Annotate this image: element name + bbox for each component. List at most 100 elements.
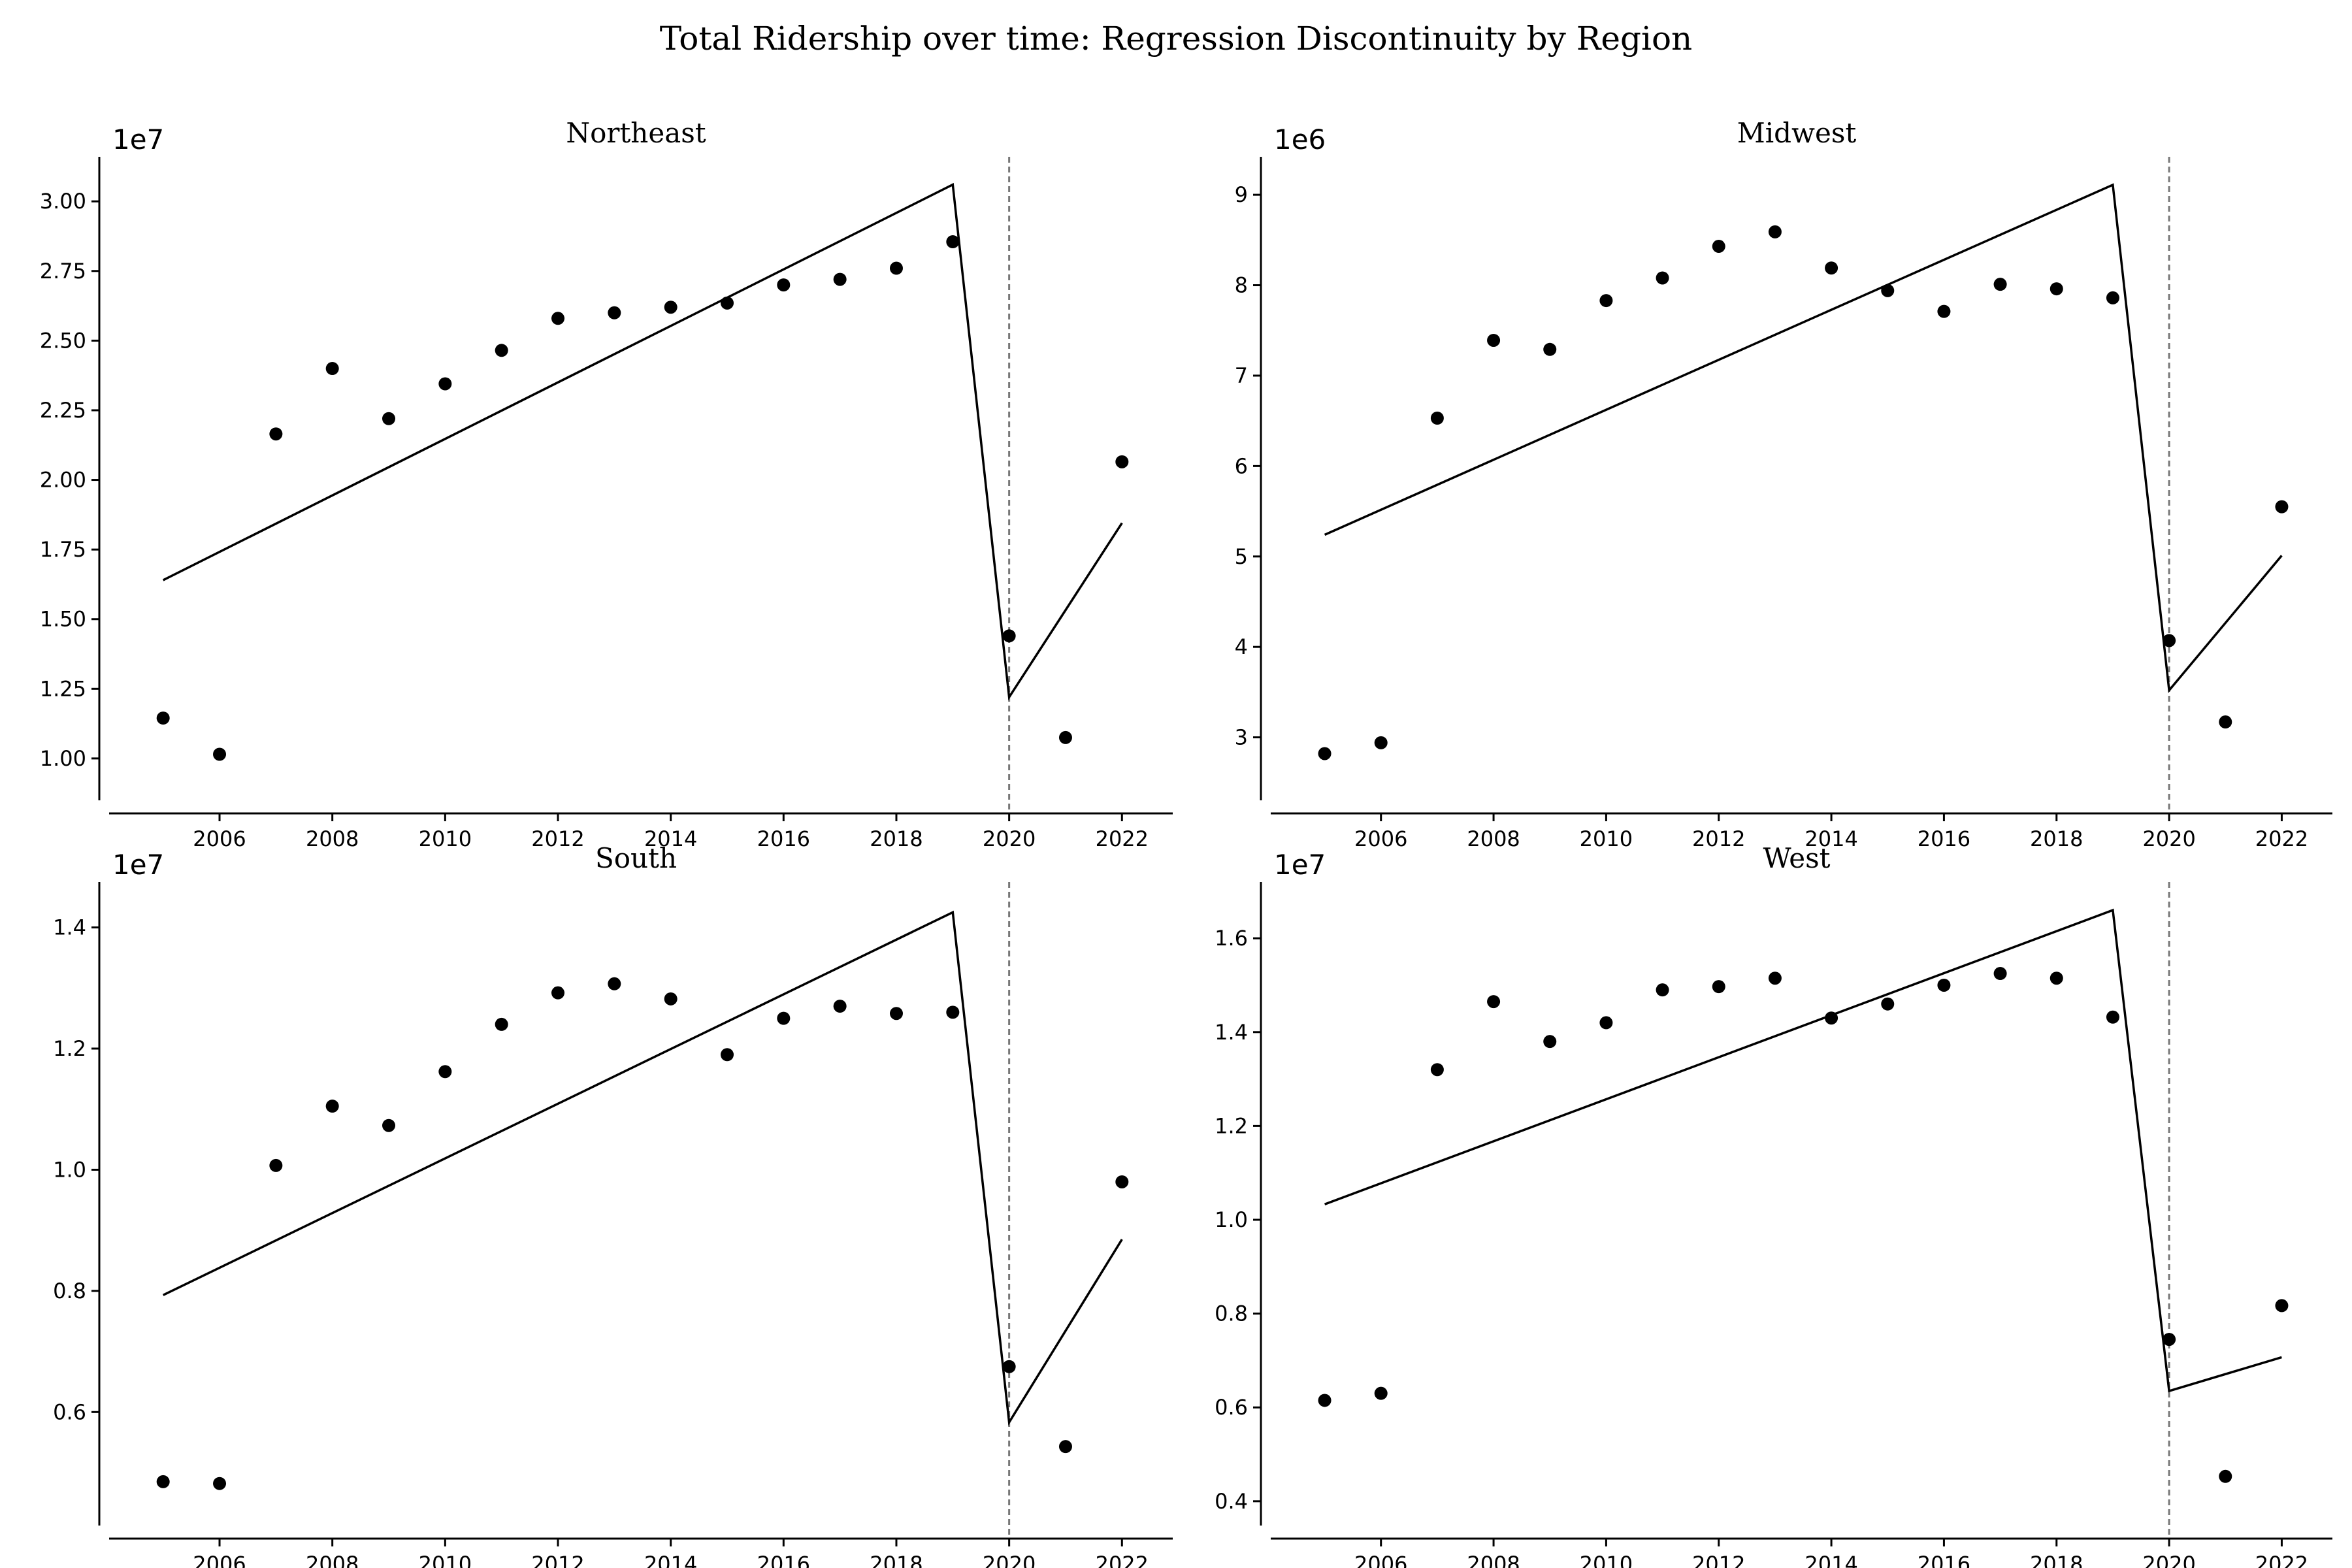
data-point-northeast [946,235,960,249]
data-point-south [664,992,678,1005]
data-point-west [1881,997,1895,1011]
x-tick-label-northeast: 2016 [757,826,810,851]
data-point-northeast [777,278,791,292]
y-tick-label-west: 1.6 [1215,926,1248,951]
y-tick-label-west: 0.6 [1215,1395,1248,1420]
data-point-west [2275,1299,2289,1313]
x-tick-label-south: 2014 [644,1552,697,1568]
y-tick-label-west: 1.4 [1215,1020,1248,1045]
panel-title-west: West [1763,842,1830,874]
data-point-midwest [1543,342,1557,356]
data-point-south [720,1048,734,1062]
data-point-south [1058,1440,1072,1454]
y-offset-label-northeast: 1e7 [112,123,164,155]
panel-south: South 1e7 0.6 0.8 1.0 1.2 1.4 2006 2008 2010 2012 2… [53,842,1173,1568]
y-tick-label-west: 1.0 [1215,1207,1248,1232]
data-point-midwest [2219,715,2232,729]
data-point-west [2050,972,2063,985]
panel-west: West 1e7 0.4 0.6 0.8 1.0 1.2 1.4 1.6 2006 2008 2010… [1215,842,2332,1568]
data-point-midwest [1656,271,1669,285]
panel-title-south: South [595,842,677,874]
x-tick-label-south: 2010 [419,1552,472,1568]
data-point-south [495,1017,508,1031]
x-tick-label-midwest: 2022 [2255,826,2308,851]
x-tick-label-west: 2014 [1805,1552,1857,1568]
y-tick-label-northeast: 1.50 [40,607,86,632]
data-point-midwest [2106,291,2119,304]
x-tick-label-midwest: 2020 [2142,826,2195,851]
y-tick-label-northeast: 2.25 [40,398,86,423]
x-tick-label-west: 2016 [1918,1552,1970,1568]
data-point-midwest [1768,225,1782,238]
x-tick-label-south: 2006 [193,1552,246,1568]
data-point-northeast [1002,629,1016,643]
y-offset-label-midwest: 1e6 [1274,123,1326,155]
data-point-midwest [1993,278,2007,291]
data-point-west [2106,1010,2119,1024]
y-tick-label-midwest: 9 [1235,182,1248,207]
y-tick-label-northeast: 2.75 [40,259,86,284]
y-tick-label-south: 1.4 [53,915,86,940]
y-tick-label-midwest: 8 [1235,273,1248,298]
y-offset-label-south: 1e7 [112,849,164,881]
data-point-west [1768,972,1782,985]
fit-line-midwest [1324,183,2283,693]
panel-title-northeast: Northeast [566,117,706,149]
panel-midwest: Midwest 1e6 3 4 5 6 7 8 9 2006 2008 2010 2012 2014 201… [1235,117,2332,851]
data-point-west [1937,978,1951,992]
data-point-south [608,977,621,990]
x-tick-label-northeast: 2014 [644,826,697,851]
data-point-south [156,1475,170,1488]
x-tick-label-northeast: 2022 [1096,826,1149,851]
y-tick-label-west: 0.8 [1215,1301,1248,1326]
data-point-northeast [213,747,227,761]
x-tick-label-midwest: 2006 [1354,826,1407,851]
x-tick-label-west: 2010 [1580,1552,1633,1568]
data-point-south [551,986,565,1000]
data-point-northeast [382,412,396,425]
data-point-south [382,1119,396,1132]
data-point-south [833,1000,847,1013]
x-tick-label-northeast: 2008 [306,826,359,851]
data-point-northeast [608,306,621,319]
data-point-midwest [2050,282,2063,296]
y-tick-label-midwest: 7 [1235,363,1248,388]
y-tick-label-midwest: 4 [1235,634,1248,659]
data-point-south [777,1011,791,1025]
data-point-south [438,1065,452,1079]
x-tick-label-northeast: 2020 [983,826,1036,851]
data-point-west [1543,1035,1557,1049]
x-tick-label-west: 2022 [2255,1552,2308,1568]
data-point-northeast [664,301,678,314]
fit-line-south [162,910,1123,1426]
data-point-midwest [2163,634,2176,647]
data-point-northeast [495,344,508,357]
y-tick-label-midwest: 3 [1235,725,1248,750]
panel-title-midwest: Midwest [1737,117,1857,149]
x-tick-label-midwest: 2008 [1467,826,1520,851]
x-tick-label-midwest: 2018 [2030,826,2083,851]
data-point-west [1318,1394,1331,1407]
data-point-northeast [551,312,565,325]
panel-northeast: Northeast 1e7 1.00 1.25 1.50 1.75 2.00 2.25 2.50… [40,117,1173,851]
y-tick-label-northeast: 2.50 [40,328,86,353]
x-tick-label-west: 2018 [2030,1552,2083,1568]
data-point-northeast [1058,730,1072,744]
data-point-south [325,1100,339,1113]
data-point-west [1430,1063,1444,1077]
data-point-south [889,1007,903,1021]
fit-line-west [1324,908,2282,1393]
y-tick-label-midwest: 5 [1235,544,1248,569]
y-tick-label-south: 1.0 [53,1157,86,1182]
data-point-midwest [1937,304,1951,318]
x-tick-label-midwest: 2010 [1580,826,1633,851]
data-point-northeast [833,272,847,286]
data-point-midwest [1430,411,1444,425]
figure-title: Total Ridership over time: Regression Di… [659,20,1693,57]
y-tick-label-south: 1.2 [53,1036,86,1061]
x-tick-label-south: 2022 [1096,1552,1149,1568]
data-point-south [1002,1360,1016,1373]
y-tick-label-northeast: 3.00 [40,189,86,214]
x-tick-label-northeast: 2006 [193,826,246,851]
